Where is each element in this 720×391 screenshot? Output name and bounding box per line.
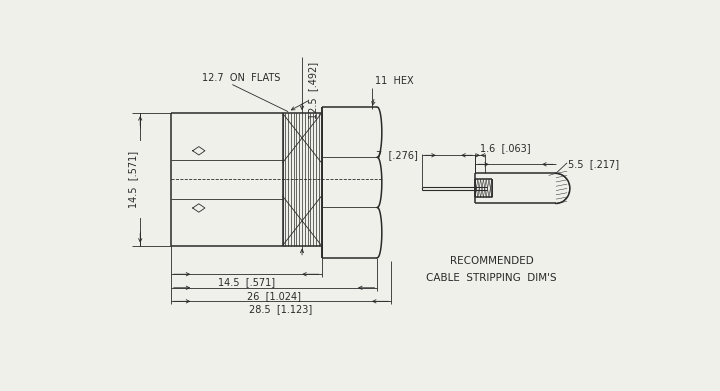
Text: 28.5  [1.123]: 28.5 [1.123] [250, 304, 312, 314]
Text: RECOMMENDED
CABLE  STRIPPING  DIM'S: RECOMMENDED CABLE STRIPPING DIM'S [426, 256, 557, 283]
Text: 1.6  [.063]: 1.6 [.063] [480, 143, 531, 153]
Text: 11  HEX: 11 HEX [374, 76, 413, 86]
Text: 7  [.276]: 7 [.276] [376, 150, 418, 160]
Text: 12.7  ON  FLATS: 12.7 ON FLATS [202, 73, 280, 83]
Text: 14.5  [.571]: 14.5 [.571] [217, 277, 275, 287]
Text: 14.5  [.571]: 14.5 [.571] [129, 151, 138, 208]
Text: 26  [1.024]: 26 [1.024] [247, 291, 301, 301]
Text: 5.5  [.217]: 5.5 [.217] [568, 160, 619, 169]
Text: 12.5  [.492]: 12.5 [.492] [307, 62, 318, 119]
